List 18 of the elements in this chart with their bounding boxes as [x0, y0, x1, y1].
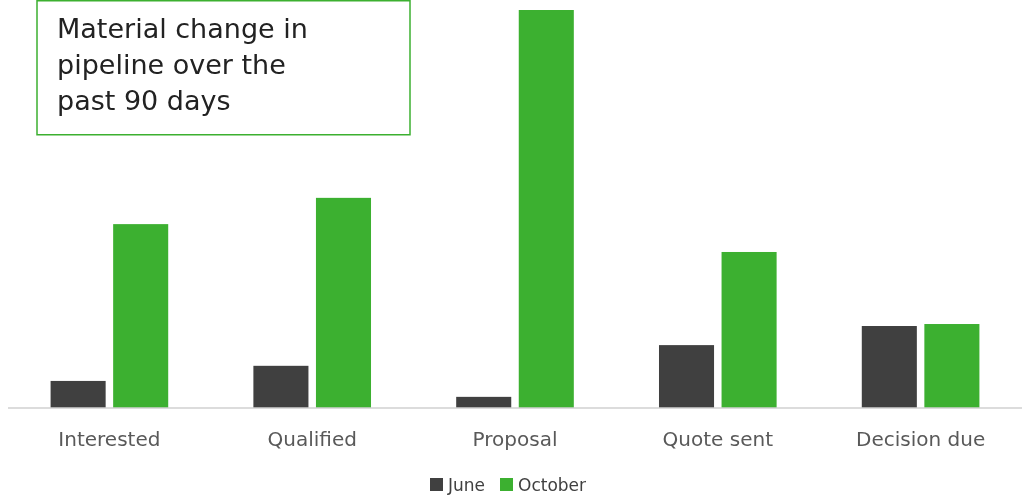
x-tick-label: Qualified: [267, 427, 357, 451]
bar: [861, 326, 917, 408]
x-tick-label: Proposal: [472, 427, 558, 451]
legend-label: October: [518, 475, 587, 495]
bar: [518, 10, 574, 408]
bar: [253, 365, 309, 408]
bar: [50, 380, 106, 408]
text: Material change in pipeline over the past 90 days: [57, 13, 308, 116]
x-tick-label: Quote sent: [662, 427, 774, 451]
x-tick-label: Interested: [58, 427, 161, 451]
bar: [924, 324, 980, 408]
bar: [315, 197, 372, 408]
bar: [113, 224, 169, 408]
bar: [721, 251, 777, 408]
bar: [456, 396, 512, 408]
x-tick-label: Decision due: [856, 427, 986, 451]
legend-label: June: [447, 475, 486, 495]
bar: [658, 345, 715, 408]
